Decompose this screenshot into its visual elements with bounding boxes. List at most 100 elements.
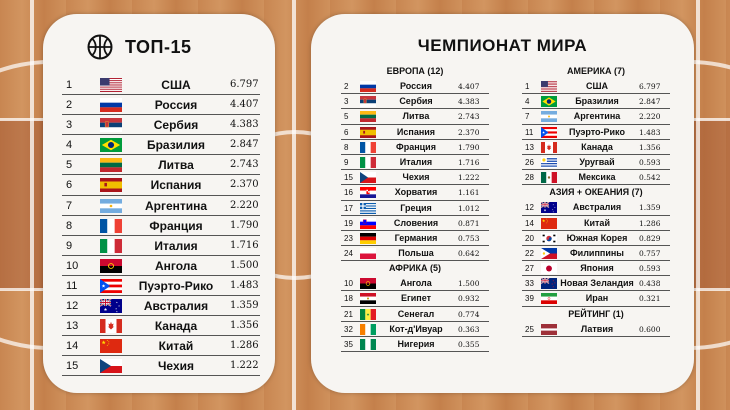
country-name: Иран	[585, 293, 609, 304]
rank-label: 8	[344, 142, 349, 152]
table-row: 14 Китай 1.286	[62, 336, 260, 357]
country-name: Сербия	[399, 96, 433, 107]
rank-label: 4	[525, 97, 530, 107]
rank-label: 3	[344, 97, 349, 107]
score-value: 0.355	[458, 340, 480, 349]
country-name: Германия	[394, 232, 438, 243]
rank-label: 21	[344, 309, 353, 319]
new-zealand-flag-icon	[541, 278, 557, 290]
egypt-flag-icon	[360, 293, 376, 305]
country-name: Литва	[402, 111, 430, 122]
table-row: 15 Чехия 1.222	[62, 356, 260, 377]
score-value: 2.370	[458, 127, 480, 137]
score-value: 0.321	[639, 294, 661, 304]
table-row: 7 Аргентина 2.220	[522, 109, 670, 125]
rank-label: 27	[525, 264, 534, 274]
country-name: Пуэрто-Рико	[569, 126, 625, 137]
rank-label: 20	[525, 233, 534, 243]
table-row: 27 Япония 0.593	[522, 261, 670, 277]
rank-label: 2	[344, 82, 349, 91]
rank-label: 12	[525, 203, 534, 213]
country-name: Польша	[398, 248, 434, 259]
score-value: 2.847	[639, 97, 661, 107]
top15-header: ТОП-15	[87, 34, 192, 60]
japan-flag-icon	[541, 263, 557, 275]
country-name: Пуэрто-Рико	[138, 278, 214, 293]
score-value: 1.790	[458, 142, 480, 152]
table-row: 6 Испания 2.370	[341, 125, 489, 140]
table-row: 14 Китай 1.286	[522, 216, 670, 231]
table-row: 22 Филиппины 0.757	[522, 246, 670, 262]
world-cup-title: ЧЕМПИОНАТ МИРА	[417, 36, 588, 55]
table-row: 12 Австралия 1.359	[522, 200, 670, 216]
spain-flag-icon	[100, 178, 122, 193]
rank-label: 35	[344, 340, 353, 349]
nigeria-flag-icon	[360, 339, 376, 350]
score-value: 2.743	[230, 159, 259, 171]
region-heading: АЗИЯ + ОКЕАНИЯ (7)	[549, 187, 643, 198]
score-value: 0.593	[639, 157, 661, 167]
score-value: 0.871	[458, 218, 480, 228]
score-value: 2.743	[458, 112, 480, 122]
rank-label: 25	[525, 324, 534, 334]
rank-label: 1	[525, 82, 530, 91]
table-row: 4 Бразилия 2.847	[62, 135, 260, 156]
table-row: 24 Польша 0.642	[341, 246, 489, 262]
country-name: Испания	[396, 126, 436, 137]
country-name: Бразилия	[575, 96, 619, 107]
table-row: 25 Латвия 0.600	[522, 322, 670, 337]
country-name: Южная Корея	[566, 232, 628, 243]
country-name: Бразилия	[146, 138, 206, 153]
score-value: 1.359	[639, 203, 661, 213]
table-row: 28 Мексика 0.542	[522, 170, 670, 186]
rank-label: 6	[66, 179, 73, 192]
rank-label: 28	[525, 173, 534, 183]
croatia-flag-icon	[360, 187, 376, 199]
rank-label: 16	[344, 188, 353, 198]
poland-flag-icon	[360, 248, 376, 260]
country-name: Ангола	[400, 278, 432, 289]
czechia-flag-icon	[100, 359, 122, 374]
table-row: 10 Ангола 1.500	[62, 256, 260, 276]
australia-flag-icon	[541, 202, 557, 214]
score-value: 6.797	[639, 82, 661, 91]
table-row: 26 Уругвай 0.593	[522, 155, 670, 171]
rank-label: 13	[66, 320, 79, 333]
rank-label: 14	[66, 340, 79, 353]
iran-flag-icon	[541, 293, 557, 305]
country-name: Австралия	[572, 202, 622, 213]
table-row: 2 Россия 4.407	[62, 95, 260, 116]
score-value: 0.363	[458, 324, 480, 334]
rank-label: 23	[344, 233, 353, 243]
country-name: Франция	[149, 218, 203, 233]
table-row: 39 Иран 0.321	[522, 291, 670, 307]
score-value: 2.220	[230, 199, 259, 211]
country-name: Япония	[580, 263, 614, 274]
greece-flag-icon	[360, 202, 376, 214]
rank-label: 39	[525, 294, 534, 304]
rank-label: 22	[525, 248, 534, 258]
table-row: 9 Италия 1.716	[341, 155, 489, 171]
rank-label: 7	[525, 112, 530, 122]
country-name: Россия	[400, 81, 432, 91]
score-value: 1.286	[639, 218, 661, 228]
country-name: США	[161, 78, 191, 92]
rank-label: 4	[66, 139, 73, 152]
rank-label: 14	[525, 218, 534, 228]
angola-flag-icon	[100, 258, 122, 273]
country-name: Аргентина	[573, 111, 621, 122]
score-value: 4.383	[230, 119, 259, 131]
country-name: Канада	[154, 319, 198, 334]
lithuania-flag-icon	[100, 158, 122, 173]
south-korea-flag-icon	[541, 232, 557, 244]
score-value: 1.222	[458, 173, 480, 183]
argentina-flag-icon	[100, 198, 122, 213]
region-heading: ЕВРОПА (12)	[386, 66, 444, 76]
table-row: 13 Канада 1.356	[522, 140, 670, 155]
region-heading: АФРИКА (5)	[389, 263, 441, 274]
rank-label: 12	[66, 300, 79, 313]
top15-title: ТОП-15	[125, 36, 192, 57]
rank-label: 3	[66, 119, 73, 132]
country-name: Китай	[158, 339, 194, 354]
latvia-flag-icon	[541, 323, 557, 335]
